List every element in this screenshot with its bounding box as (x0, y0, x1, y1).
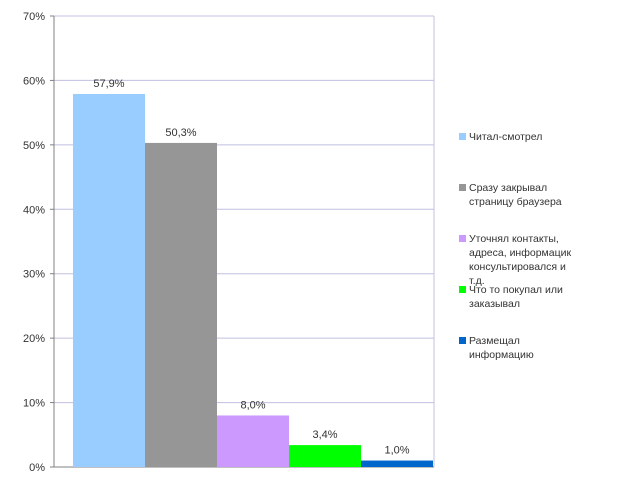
bar (145, 142, 217, 467)
y-tick-label: 40% (23, 204, 45, 216)
bar (217, 415, 289, 467)
legend-swatch (459, 133, 466, 140)
y-tick-label: 50% (23, 140, 45, 152)
data-label: 8,0% (240, 399, 265, 411)
legend-label: заказывал (469, 298, 520, 310)
legend-label: Читал-смотрел (469, 131, 542, 143)
bar (361, 460, 433, 467)
legend-label: информацию (469, 349, 534, 361)
legend-swatch (459, 286, 466, 293)
y-tick-label: 70% (23, 11, 45, 23)
legend-label: адреса, информацик (469, 247, 571, 259)
y-tick-label: 0% (29, 462, 45, 474)
legend-swatch (459, 235, 466, 242)
bar (73, 93, 145, 468)
legend-label: Размещал (469, 335, 520, 347)
legend-label: консультировался и (469, 261, 566, 273)
y-tick-label: 60% (23, 75, 45, 87)
data-label: 50,3% (165, 127, 196, 139)
y-tick-label: 30% (23, 269, 45, 281)
legend-label: т.д. (469, 275, 485, 287)
y-tick-label: 10% (23, 398, 45, 410)
data-label: 57,9% (93, 78, 124, 90)
legend-label: Уточнял контакты, (469, 233, 559, 245)
legend-label: Что то покупал или (469, 284, 563, 296)
data-label: 1,0% (384, 445, 409, 457)
legend-label: Сразу закрывал (469, 182, 547, 194)
legend-swatch (459, 337, 466, 344)
legend-label: страницу браузера (469, 196, 562, 208)
data-label: 3,4% (312, 429, 337, 441)
legend-swatch (459, 184, 466, 191)
bar (289, 445, 361, 467)
y-tick-label: 20% (23, 333, 45, 345)
